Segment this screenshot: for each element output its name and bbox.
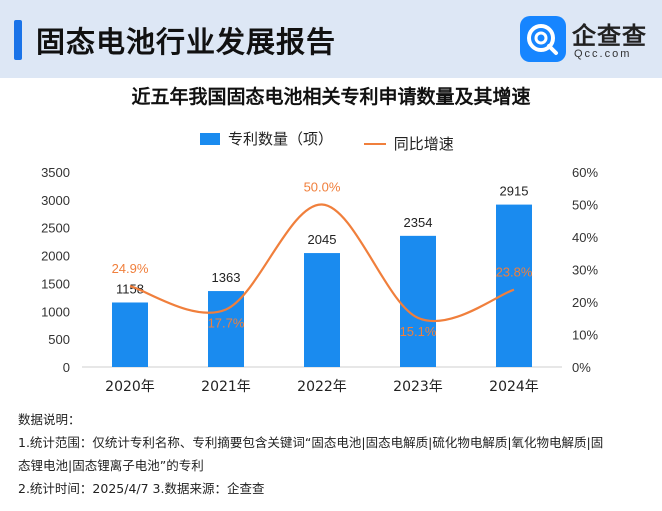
growth-rate-value-label: 23.8% xyxy=(496,265,533,280)
y-left-tick-label: 3500 xyxy=(41,165,70,180)
y-left-tick-label: 0 xyxy=(63,360,70,375)
chart-legend: 专利数量（项） 同比增速 xyxy=(200,128,480,153)
chart-title: 近五年我国固态电池相关专利申请数量及其增速 xyxy=(131,86,531,108)
qcc-logo[interactable]: 企查查 Qcc.com xyxy=(520,16,652,66)
legend-item-growth[interactable]: 同比增速 xyxy=(363,133,454,154)
data-notes: 数据说明： 1.统计范围：仅统计专利名称、专利摘要包含关键词“固态电池|固态电解… xyxy=(18,408,648,500)
logo-text-en: Qcc.com xyxy=(574,48,632,60)
patent-bar xyxy=(112,302,148,367)
notes-time-source: 2.统计时间：2025/4/7 3.数据来源：企查查 xyxy=(18,481,265,496)
patent-bar-value-label: 1363 xyxy=(212,270,241,285)
patent-bar-value-label: 2045 xyxy=(308,232,337,247)
growth-rate-value-label: 24.9% xyxy=(112,261,149,276)
qcc-logo-icon xyxy=(520,16,566,62)
legend-label-patents: 专利数量（项） xyxy=(228,130,334,148)
y-left-tick-label: 500 xyxy=(48,332,70,347)
y-right-tick-label: 0% xyxy=(572,360,591,375)
title-accent-bar xyxy=(14,20,22,60)
report-title: 固态电池行业发展报告 xyxy=(36,25,337,59)
patent-bar xyxy=(304,253,340,367)
x-category-label: 2021年 xyxy=(201,379,251,395)
y-left-tick-label: 1000 xyxy=(41,304,70,319)
patent-bar-value-label: 1158 xyxy=(116,281,144,296)
notes-scope-line2: 态锂电池|固态锂离子电池”的专利 xyxy=(18,458,204,473)
y-right-tick-label: 60% xyxy=(572,165,598,180)
notes-heading: 数据说明： xyxy=(18,412,81,427)
patent-bar-value-label: 2915 xyxy=(500,184,529,199)
y-right-tick-label: 20% xyxy=(572,295,598,310)
legend-label-growth: 同比增速 xyxy=(393,135,454,153)
growth-rate-value-label: 15.1% xyxy=(400,324,437,339)
patent-bar-value-label: 2354 xyxy=(404,215,433,230)
x-category-label: 2023年 xyxy=(393,379,443,395)
patent-bar xyxy=(400,235,436,367)
y-right-tick-label: 30% xyxy=(572,263,598,278)
legend-item-patents[interactable]: 专利数量（项） xyxy=(200,128,333,149)
growth-rate-value-label: 50.0% xyxy=(304,180,341,195)
combo-chart: 0 500 1000 1500 2000 2500 3000 3500 0% 10% 20% 30% 4… xyxy=(41,165,598,395)
patent-bar xyxy=(496,204,532,367)
y-left-tick-label: 3000 xyxy=(41,193,70,208)
report-header: 固态电池行业发展报告 企查查 Qcc.com xyxy=(0,0,662,78)
x-category-label: 2020年 xyxy=(105,379,155,395)
x-category-label: 2024年 xyxy=(489,379,539,395)
logo-text-cn: 企查查 xyxy=(572,22,647,50)
y-left-tick-label: 2000 xyxy=(41,249,70,264)
legend-line-swatch xyxy=(363,142,386,145)
y-right-tick-label: 10% xyxy=(572,328,598,343)
legend-bar-swatch xyxy=(200,132,220,145)
y-left-tick-label: 1500 xyxy=(41,276,70,291)
notes-scope-line1: 1.统计范围：仅统计专利名称、专利摘要包含关键词“固态电池|固态电解质|硫化物电… xyxy=(18,435,604,450)
y-right-tick-label: 50% xyxy=(572,198,598,213)
x-category-label: 2022年 xyxy=(297,379,347,395)
y-left-tick-label: 2500 xyxy=(41,221,70,236)
growth-rate-value-label: 17.7% xyxy=(208,315,245,330)
patent-bar xyxy=(208,291,244,367)
y-right-tick-label: 40% xyxy=(572,230,598,245)
